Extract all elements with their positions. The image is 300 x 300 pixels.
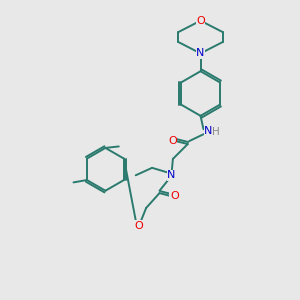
Text: O: O <box>134 221 143 231</box>
Text: N: N <box>196 48 205 59</box>
Text: O: O <box>170 191 179 201</box>
Text: H: H <box>212 127 219 136</box>
Text: N: N <box>204 126 213 136</box>
Text: N: N <box>167 170 176 180</box>
Text: O: O <box>168 136 177 146</box>
Text: O: O <box>196 16 205 26</box>
